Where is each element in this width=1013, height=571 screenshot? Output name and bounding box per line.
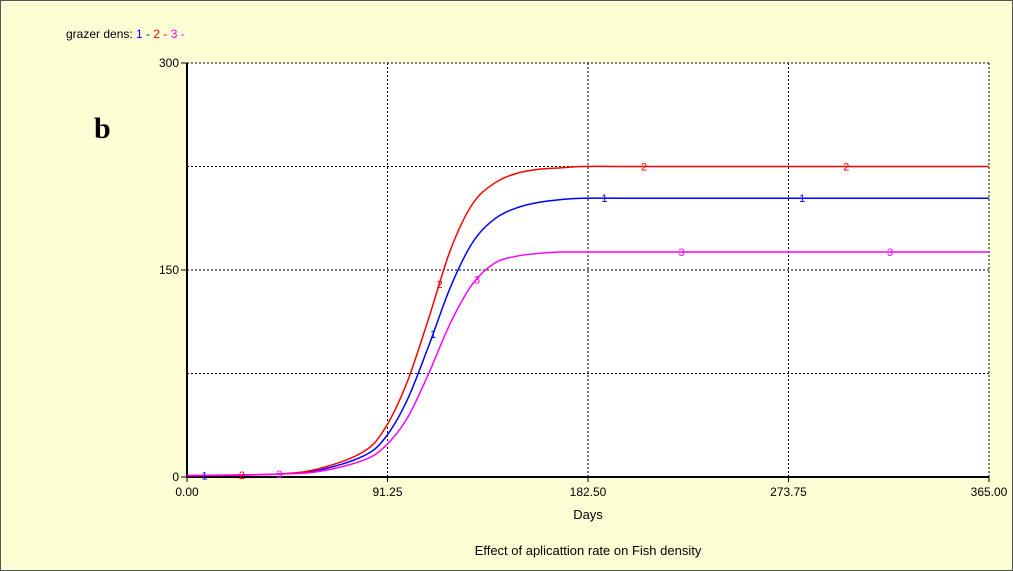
series-marker: 2 [239,470,245,482]
x-tick-label: 182.50 [570,485,607,499]
x-tick-label: 0.00 [175,485,199,499]
series-marker: 1 [799,193,805,205]
x-tick-label: 91.25 [372,485,402,499]
chart-title: Effect of aplicattion rate on Fish densi… [475,543,702,558]
series-line [186,251,989,477]
series-marker: 3 [276,469,282,481]
legend: grazer dens: 1 - 2 - 3 - [66,27,185,41]
series-marker: 2 [437,279,443,291]
legend-entry: 2 - [153,27,170,41]
series-marker: 3 [887,247,893,259]
y-tick-label: 150 [159,263,179,277]
series-marker: 3 [474,275,480,287]
series-marker: 1 [601,193,607,205]
x-axis-label: Days [573,507,603,522]
series-marker: 1 [202,470,208,482]
legend-label: grazer dens: [66,27,136,41]
series-marker: 2 [641,162,647,174]
x-tick-label: 273.75 [770,485,807,499]
series-marker: 1 [430,329,436,341]
y-tick-label: 300 [159,56,179,70]
series-line [186,197,989,477]
panel-label: b [94,112,111,145]
series-marker: 3 [678,247,684,259]
y-tick-label: 0 [172,470,179,484]
series-line [186,165,989,477]
legend-entry: 3 - [171,27,185,41]
x-tick-label: 365.00 [971,485,1008,499]
series-marker: 2 [843,162,849,174]
legend-entry: 1 - [136,27,153,41]
